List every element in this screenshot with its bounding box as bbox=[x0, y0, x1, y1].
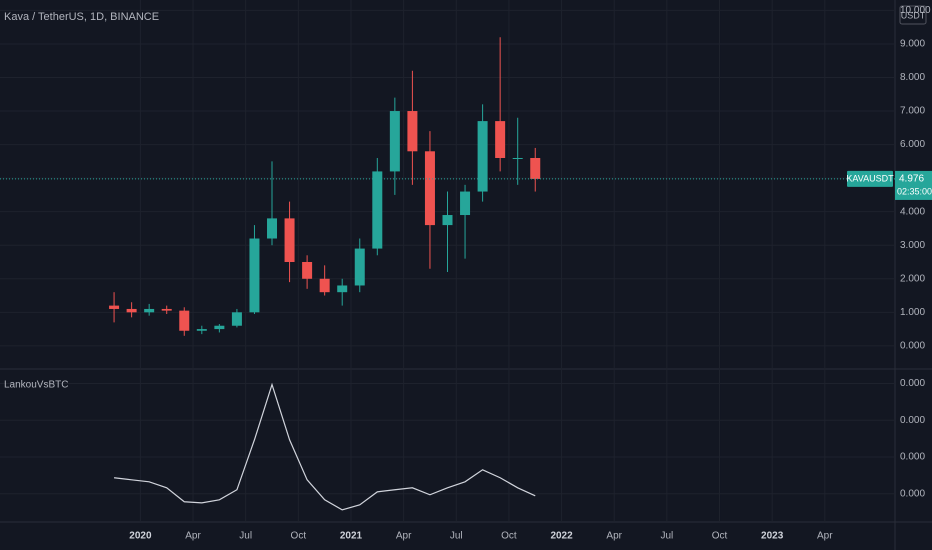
symbol-box bbox=[847, 170, 893, 187]
y-tick-label: 0.000 bbox=[900, 378, 925, 389]
candle-body bbox=[424, 151, 435, 226]
candle-body bbox=[267, 218, 278, 239]
y-tick-label: 4.000 bbox=[900, 206, 925, 217]
candle-body bbox=[407, 111, 418, 152]
candle-body bbox=[249, 238, 260, 313]
candle-body bbox=[284, 218, 295, 262]
y-tick-label: 0.000 bbox=[900, 488, 925, 499]
candle-body bbox=[354, 248, 365, 286]
candle-body bbox=[372, 171, 383, 249]
candle-body bbox=[337, 285, 348, 293]
x-tick-label: Jul bbox=[450, 531, 463, 542]
last-price-label: 4.976 bbox=[899, 174, 924, 185]
indicator-line bbox=[113, 382, 536, 511]
x-tick-label: 2020 bbox=[129, 531, 152, 542]
candle-body bbox=[319, 278, 330, 293]
y-tick-label: 9.000 bbox=[900, 39, 925, 50]
x-tick-label: Oct bbox=[712, 531, 728, 542]
candle-body bbox=[389, 111, 400, 172]
x-tick-label: Jul bbox=[239, 531, 252, 542]
candle-body bbox=[214, 325, 225, 330]
y-tick-label: 0.000 bbox=[900, 341, 925, 352]
y-tick-label: 2.000 bbox=[900, 273, 925, 284]
x-tick-label: Apr bbox=[396, 531, 412, 542]
x-tick-label: 2023 bbox=[761, 531, 784, 542]
currency-label[interactable]: USDT bbox=[901, 10, 926, 20]
x-tick-label: Apr bbox=[185, 531, 201, 542]
y-tick-label: 6.000 bbox=[900, 139, 925, 150]
candle-body bbox=[144, 308, 155, 313]
candle-body bbox=[231, 312, 242, 326]
candle-body bbox=[109, 305, 120, 309]
currency-box[interactable] bbox=[899, 5, 927, 25]
candle-body bbox=[126, 308, 137, 313]
x-tick-label: 2022 bbox=[550, 531, 573, 542]
y-tick-label: 8.000 bbox=[900, 72, 925, 83]
y-tick-label: 0.000 bbox=[900, 452, 925, 463]
x-tick-label: Apr bbox=[817, 531, 833, 542]
symbol-label: KAVAUSDT bbox=[846, 173, 894, 183]
y-tick-label: 7.000 bbox=[900, 106, 925, 117]
y-tick-label: 3.000 bbox=[900, 240, 925, 251]
candle-body bbox=[161, 308, 172, 311]
x-tick-label: Oct bbox=[501, 531, 517, 542]
candle-body bbox=[302, 261, 313, 279]
y-tick-label: 10.000 bbox=[900, 5, 931, 16]
candle-body bbox=[179, 310, 190, 331]
x-tick-label: Apr bbox=[606, 531, 622, 542]
chart-title: Kava / TetherUS, 1D, BINANCE bbox=[4, 11, 159, 23]
last-price-box bbox=[895, 170, 932, 200]
candle-body bbox=[495, 121, 506, 159]
candle-body bbox=[512, 158, 523, 160]
candle-body bbox=[530, 158, 541, 179]
countdown-label: 02:35:00 bbox=[897, 186, 932, 196]
y-tick-label: 0.000 bbox=[900, 415, 925, 426]
x-tick-label: Oct bbox=[291, 531, 307, 542]
candle-body bbox=[477, 121, 488, 192]
candle-body bbox=[196, 329, 207, 331]
candle-body bbox=[460, 191, 471, 216]
indicator-title: LankouVsBTC bbox=[4, 380, 68, 391]
x-tick-label: Jul bbox=[660, 531, 673, 542]
y-tick-label: 1.000 bbox=[900, 307, 925, 318]
candle-body bbox=[442, 215, 453, 226]
x-tick-label: 2021 bbox=[340, 531, 363, 542]
